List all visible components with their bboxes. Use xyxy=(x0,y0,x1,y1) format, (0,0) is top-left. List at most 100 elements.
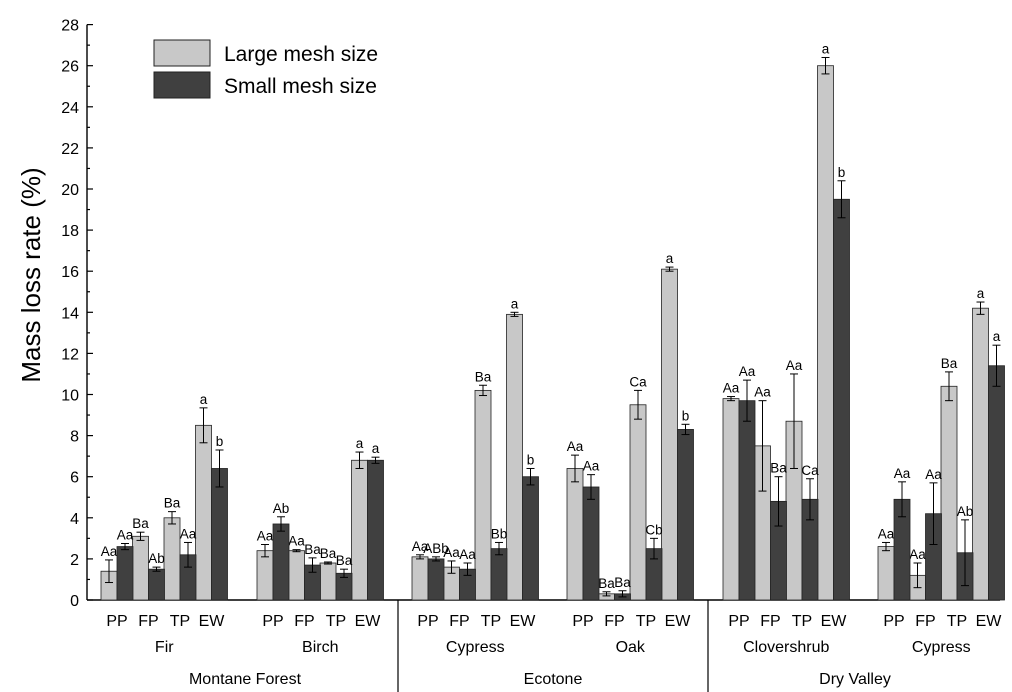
significance-letter: Ca xyxy=(801,463,819,478)
y-tick-label: 0 xyxy=(70,593,79,610)
y-tick-label: 18 xyxy=(61,223,79,240)
species-label: Fir xyxy=(155,639,174,656)
period-label: TP xyxy=(170,613,190,630)
small-mesh-bar xyxy=(490,548,508,601)
significance-letter: Ba xyxy=(336,553,353,568)
significance-letter: Aa xyxy=(288,534,305,549)
significance-letter: Aa xyxy=(754,385,771,400)
region-label: Dry Valley xyxy=(819,671,891,688)
large-mesh-bar xyxy=(566,468,584,601)
species-label: Cypress xyxy=(912,639,971,656)
large-mesh-bar xyxy=(132,535,149,601)
period-label: FP xyxy=(294,613,314,630)
significance-letter: Aa xyxy=(878,526,895,541)
category-labels: PP FP TP EW Fir PP FP TP EW Birch PP FP TP EW Cypress P… xyxy=(106,613,1002,688)
large-mesh-bar xyxy=(163,517,181,601)
significance-letter: Aa xyxy=(412,539,429,554)
significance-letter: Aa xyxy=(180,526,197,541)
period-label: EW xyxy=(665,613,692,630)
period-label: TP xyxy=(481,613,501,630)
significance-letter: a xyxy=(356,436,364,451)
legend-label-large: Large mesh size xyxy=(224,43,378,66)
significance-letter: Ba xyxy=(304,542,321,557)
y-tick-label: 20 xyxy=(61,182,79,199)
significance-letter: a xyxy=(372,441,380,456)
period-label: TP xyxy=(326,613,346,630)
significance-letter: Aa xyxy=(723,381,740,396)
large-mesh-bar xyxy=(722,398,740,601)
small-mesh-bar xyxy=(522,476,539,601)
significance-letter: Ba xyxy=(941,356,958,371)
small-mesh-bar xyxy=(211,468,228,601)
large-mesh-bar xyxy=(288,550,305,601)
significance-letter: a xyxy=(511,296,519,311)
large-mesh-bar xyxy=(195,424,212,601)
y-tick-label: 22 xyxy=(61,141,79,158)
legend-swatch-large xyxy=(153,39,211,67)
significance-letter: Aa xyxy=(117,527,134,542)
period-label: PP xyxy=(728,613,749,630)
y-tick-label: 12 xyxy=(61,346,79,363)
period-label: FP xyxy=(604,613,624,630)
significance-letter: Aa xyxy=(257,529,274,544)
species-label: Oak xyxy=(616,639,646,656)
significance-letter: Ab xyxy=(957,504,974,519)
significance-letter: Bb xyxy=(491,526,508,541)
region-label: Ecotone xyxy=(524,671,583,688)
period-label: TP xyxy=(792,613,812,630)
significance-letter: b xyxy=(216,434,224,449)
period-label: PP xyxy=(262,613,283,630)
significance-letter: a xyxy=(666,251,674,266)
significance-letter: Aa xyxy=(925,467,942,482)
large-mesh-bar xyxy=(661,268,678,601)
large-mesh-bar xyxy=(256,550,274,601)
significance-letter: Cb xyxy=(645,522,662,537)
y-tick-label: 16 xyxy=(61,264,79,281)
legend: Large mesh size Small mesh size xyxy=(153,39,378,99)
significance-letter: b xyxy=(527,452,535,467)
legend-label-small: Small mesh size xyxy=(224,75,377,98)
region-label: Montane Forest xyxy=(189,671,302,688)
significance-letter: a xyxy=(200,392,208,407)
period-label: FP xyxy=(449,613,469,630)
period-label: FP xyxy=(138,613,158,630)
y-axis-label: Mass loss rate (%) xyxy=(16,167,46,382)
period-label: EW xyxy=(976,613,1003,630)
significance-letter: Aa xyxy=(894,466,911,481)
large-mesh-bar xyxy=(817,65,834,601)
species-label: Birch xyxy=(302,639,338,656)
significance-letter: Ca xyxy=(629,374,647,389)
significance-letter: Aa xyxy=(739,364,756,379)
significance-letter: Ab xyxy=(148,551,165,566)
large-mesh-bar xyxy=(877,546,895,601)
significance-letter: Aa xyxy=(567,439,584,454)
significance-letter: Aa xyxy=(443,545,460,560)
period-label: PP xyxy=(883,613,904,630)
period-label: EW xyxy=(355,613,382,630)
large-mesh-bar xyxy=(940,385,958,601)
large-mesh-bar xyxy=(351,459,368,601)
period-label: TP xyxy=(947,613,967,630)
large-mesh-bar xyxy=(474,389,492,601)
large-mesh-bar xyxy=(319,562,337,601)
significance-letter: Ab xyxy=(273,501,290,516)
period-label: EW xyxy=(821,613,848,630)
significance-letter: Aa xyxy=(101,544,118,559)
small-mesh-bar xyxy=(833,198,850,601)
period-label: PP xyxy=(572,613,593,630)
significance-letter: Ba xyxy=(320,546,337,561)
small-mesh-bar xyxy=(738,400,756,601)
large-mesh-bar xyxy=(506,313,523,601)
significance-letter: Aa xyxy=(459,547,476,562)
period-label: FP xyxy=(760,613,780,630)
period-label: PP xyxy=(106,613,127,630)
small-mesh-bar xyxy=(988,365,1005,601)
small-mesh-bar xyxy=(582,486,600,601)
y-tick-label: 2 xyxy=(70,552,79,569)
significance-letter: Aa xyxy=(583,459,600,474)
small-mesh-bar xyxy=(427,558,445,601)
significance-letter: Ba xyxy=(614,575,631,590)
significance-letter: Ba xyxy=(132,516,149,531)
